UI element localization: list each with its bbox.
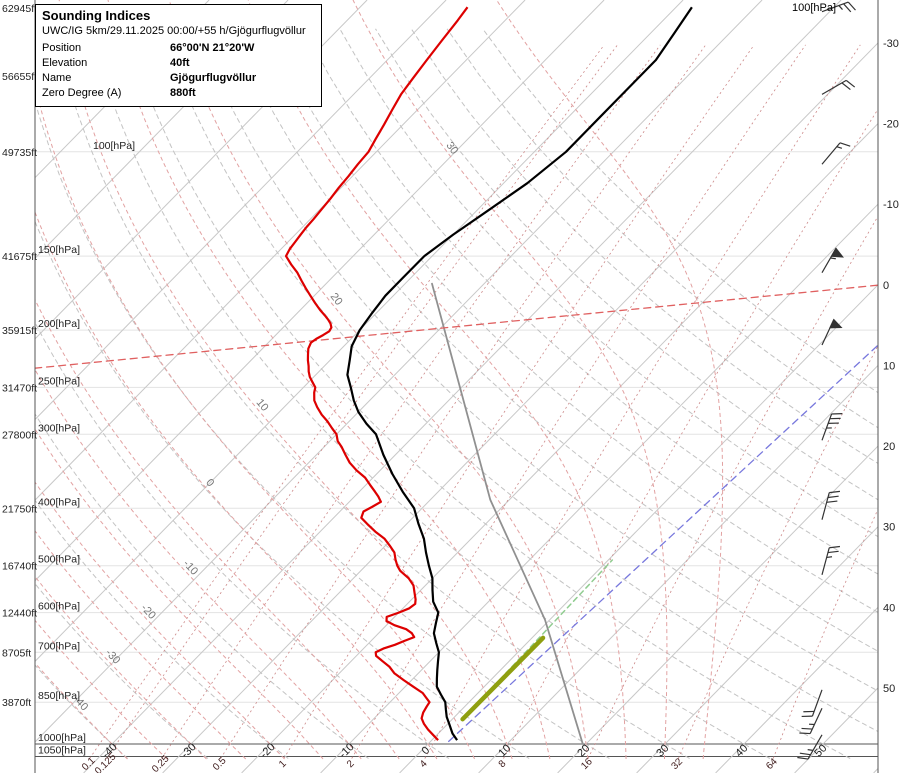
info-box-table: Position 66°00'N 21°20'W Elevation 40ft … [42, 41, 313, 101]
moist-adiabat-lines [35, 0, 724, 760]
altitude-label: 21750ft [2, 503, 37, 515]
wind-barb [821, 79, 856, 95]
pressure-label: 150[hPa] [38, 244, 80, 256]
mixing-ratio-lines [89, 44, 878, 759]
wind-barb [821, 142, 851, 165]
dewpoint-curve [284, 6, 469, 741]
aux-blue-dashed-line [448, 344, 878, 743]
pressure-label: 850[hPa] [38, 690, 80, 702]
altitude-label: 62945ft [2, 3, 37, 15]
mixing-ratio-label: 1 [277, 758, 289, 770]
pressure-label: 1050[hPa] [38, 745, 86, 757]
top-right-pressure-label: 100[hPa] [792, 2, 837, 14]
right-temp-label: 20 [883, 441, 895, 453]
wind-barb [799, 707, 823, 735]
mixing-ratio-label: 64 [764, 756, 780, 772]
parcel-gray-line [431, 282, 584, 745]
info-row-label: Name [42, 72, 72, 84]
altitude-axis-labels: 62945ft 56655ft 49735ft 41675ft 35915ft 31470… [2, 3, 37, 709]
wind-barb [821, 1, 856, 13]
sounding-info-box: Sounding Indices UWC/IG 5km/29.11.2025 0… [35, 4, 322, 107]
right-temperature-labels: -30 -20 -10 0 10 20 30 40 50 [883, 38, 899, 695]
wind-barb [797, 734, 823, 760]
info-row-value: 880ft [170, 87, 196, 99]
altitude-label: 27800ft [2, 429, 37, 441]
altitude-label: 16740ft [2, 561, 37, 573]
moist-adiabat-label: -10 [181, 558, 201, 578]
aux-red-dashed-line [35, 284, 878, 369]
wind-barb [821, 490, 841, 520]
pressure-gridlines [35, 151, 878, 757]
mixing-ratio-label: 0.5 [211, 755, 229, 773]
dry-adiabat-lines [35, 28, 878, 759]
parcel-green-solid [460, 635, 546, 722]
pressure-label: 250[hPa] [38, 375, 80, 387]
wind-barb [821, 545, 841, 575]
wind-barb [821, 413, 843, 441]
info-row-value: 40ft [170, 57, 190, 69]
wind-barb [801, 689, 823, 718]
altitude-label: 8705ft [2, 647, 31, 659]
info-row-value: 66°00'N 21°20'W [170, 42, 255, 54]
pressure-label: 200[hPa] [38, 318, 80, 330]
pressure-label: 500[hPa] [38, 554, 80, 566]
right-temp-label: 50 [883, 683, 895, 695]
pressure-label: 1000[hPa] [38, 732, 86, 744]
mixing-ratio-label: 8 [497, 758, 509, 770]
wind-barb [821, 318, 843, 346]
pressure-label: 400[hPa] [38, 496, 80, 508]
axis-frame [34, 0, 879, 773]
mixing-ratio-label: 32 [669, 756, 685, 772]
altitude-label: 49735ft [2, 147, 37, 159]
pressure-label: 700[hPa] [38, 640, 80, 652]
right-temp-label: -10 [883, 199, 899, 211]
altitude-label: 3870ft [2, 697, 31, 709]
altitude-label: 35915ft [2, 325, 37, 337]
altitude-label: 12440ft [2, 608, 37, 620]
pressure-axis-labels: 100[hPa] 150[hPa] 200[hPa] 250[hPa] 300[hPa]… [38, 140, 135, 757]
pressure-label: 300[hPa] [38, 422, 80, 434]
altitude-label: 41675ft [2, 251, 37, 263]
right-temp-label: 40 [883, 602, 895, 614]
wind-barbs [797, 1, 856, 760]
info-row-label: Elevation [42, 57, 88, 69]
info-row-label: Position [42, 42, 82, 54]
right-temp-label: 30 [883, 522, 895, 534]
temperature-curve [346, 6, 693, 741]
info-box-subtitle: UWC/IG 5km/29.11.2025 00:00/+55 h/Gjögur… [42, 25, 306, 37]
mixing-ratio-label: 2 [345, 758, 357, 770]
altitude-label: 56655ft [2, 71, 37, 83]
wind-barb [821, 247, 844, 274]
right-temp-label: 0 [883, 280, 889, 292]
info-row-value: Gjögurflugvöllur [170, 72, 257, 84]
mixing-ratio-label: 4 [418, 758, 430, 770]
info-row-label: Zero Degree (A) [42, 87, 122, 99]
moist-adiabat-label: 20 [328, 291, 345, 308]
right-temp-label: 10 [883, 360, 895, 372]
pressure-label: 100[hPa] [93, 140, 135, 152]
moist-adiabat-label: 10 [254, 397, 271, 414]
right-temp-label: -20 [883, 119, 899, 131]
moist-adiabat-label: 30 [443, 140, 460, 157]
right-temp-label: -30 [883, 38, 899, 50]
pressure-label: 600[hPa] [38, 601, 80, 613]
info-box-title: Sounding Indices [42, 8, 151, 23]
altitude-label: 31470ft [2, 382, 37, 394]
